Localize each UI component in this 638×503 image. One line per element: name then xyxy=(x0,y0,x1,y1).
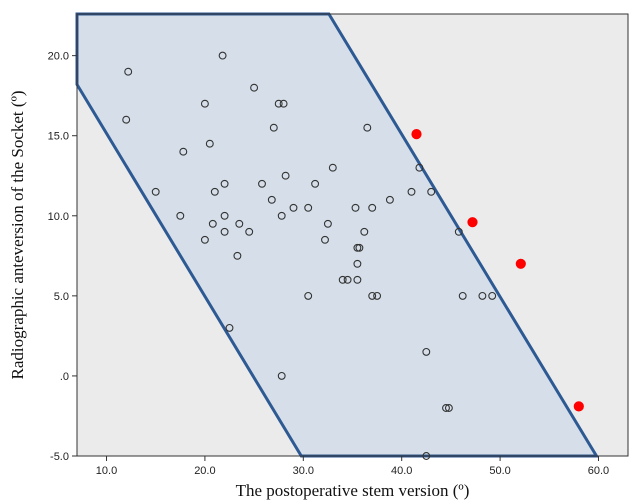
data-point xyxy=(277,371,286,380)
data-point xyxy=(225,323,234,332)
data-points-layer xyxy=(122,51,584,460)
data-point xyxy=(269,123,278,132)
y-tick-label: 10.0 xyxy=(48,211,69,223)
data-point xyxy=(373,291,382,300)
data-point xyxy=(353,275,362,284)
data-point xyxy=(427,187,436,196)
data-point xyxy=(444,404,453,412)
outlier-point xyxy=(411,129,422,140)
data-point xyxy=(355,243,364,252)
data-point xyxy=(289,203,298,212)
data-point xyxy=(279,99,288,108)
data-point xyxy=(478,291,487,300)
outlier-point xyxy=(515,258,526,269)
data-point xyxy=(200,235,209,244)
data-point xyxy=(205,139,214,148)
data-point xyxy=(304,291,313,300)
x-tick-label: 60.0 xyxy=(588,465,609,477)
y-axis-ticks: -5.0 .0 5.0 10.0 15.0 20.0 xyxy=(48,51,77,463)
data-point xyxy=(363,123,372,132)
data-point xyxy=(233,251,242,260)
x-tick-label: 40.0 xyxy=(391,465,412,477)
x-tick-label: 20.0 xyxy=(194,465,215,477)
y-tick-label: 15.0 xyxy=(48,131,69,143)
data-point xyxy=(343,275,352,284)
data-point xyxy=(235,219,244,228)
y-tick-label: 20.0 xyxy=(48,51,69,63)
data-point xyxy=(122,115,131,124)
data-point xyxy=(321,235,329,244)
data-point xyxy=(258,179,266,188)
data-point xyxy=(353,259,362,268)
data-point xyxy=(218,51,227,60)
data-point xyxy=(220,227,229,236)
data-point xyxy=(368,291,377,300)
data-point xyxy=(415,163,424,172)
outlier-point xyxy=(573,401,584,412)
data-point xyxy=(250,83,259,92)
outlier-point xyxy=(467,217,478,228)
data-point xyxy=(220,211,229,220)
data-point xyxy=(454,227,463,236)
data-point xyxy=(442,404,450,412)
x-axis-ticks: 10.0 20.0 30.0 40.0 50.0 60.0 xyxy=(96,456,609,477)
x-tick-label: 30.0 xyxy=(293,465,314,477)
data-point xyxy=(360,227,369,236)
data-point xyxy=(281,171,290,180)
data-point xyxy=(323,219,332,228)
data-point xyxy=(488,291,497,300)
x-tick-label: 50.0 xyxy=(489,465,510,477)
data-point xyxy=(277,211,286,220)
data-point xyxy=(245,227,254,236)
data-point xyxy=(267,195,276,204)
data-point xyxy=(407,187,416,196)
y-tick-label: 5.0 xyxy=(54,291,69,303)
data-point xyxy=(422,347,431,356)
data-point xyxy=(385,195,394,204)
data-point xyxy=(304,203,313,212)
data-point xyxy=(124,67,133,76)
data-point xyxy=(274,99,283,108)
plot-frame xyxy=(76,13,629,457)
data-point xyxy=(338,275,347,284)
data-point xyxy=(458,291,467,300)
data-point xyxy=(176,211,185,220)
y-tick-label: -5.0 xyxy=(50,451,69,463)
data-point xyxy=(351,203,360,212)
data-point xyxy=(368,203,377,212)
data-point xyxy=(328,163,337,172)
data-point xyxy=(208,219,217,228)
data-point xyxy=(200,99,209,108)
y-axis-title: Radiographic anteversion of the Socket (… xyxy=(8,91,27,380)
data-point xyxy=(151,187,160,196)
data-point xyxy=(220,179,229,188)
y-tick-label: .0 xyxy=(60,371,69,383)
x-axis-title: The postoperative stem version (º) xyxy=(236,481,470,500)
data-point xyxy=(179,147,188,156)
data-point xyxy=(210,187,219,196)
x-tick-label: 10.0 xyxy=(96,465,117,477)
data-point xyxy=(311,179,320,188)
